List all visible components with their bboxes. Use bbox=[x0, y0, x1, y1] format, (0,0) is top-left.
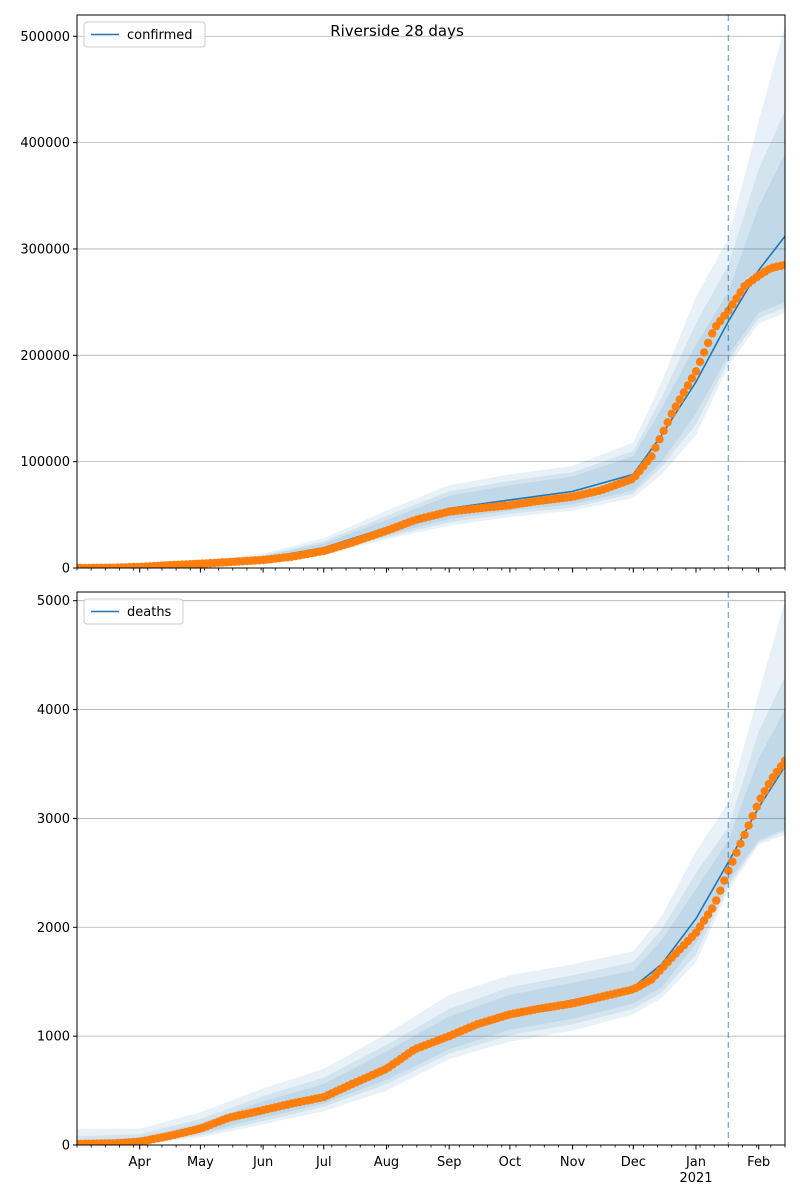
deaths-plot-area bbox=[77, 600, 785, 1145]
confirmed-panel: 0 100000 200000 300000 400000 500000 confirmed bbox=[20, 14, 786, 577]
confirmed-observed-point bbox=[683, 381, 693, 390]
confirmed-observed-point bbox=[708, 329, 717, 338]
deaths-observed-point bbox=[736, 839, 745, 848]
deaths-observed-point bbox=[732, 848, 741, 857]
deaths-observed-point bbox=[703, 910, 713, 919]
deaths-ytick-label: 1000 bbox=[37, 1030, 70, 1045]
confirmed-legend-label: confirmed bbox=[127, 28, 193, 43]
deaths-observed-point bbox=[716, 886, 725, 895]
confirmed-observed-point bbox=[736, 288, 745, 297]
confirmed-observed-point bbox=[663, 418, 672, 427]
confirmed-observed-point bbox=[675, 395, 684, 404]
confirmed-ytick-label: 400000 bbox=[20, 136, 70, 151]
deaths-observed-point bbox=[728, 857, 737, 866]
deaths-observed-point bbox=[756, 794, 765, 803]
confirmed-ytick-label: 300000 bbox=[20, 242, 70, 257]
confirmed-observed-point bbox=[659, 426, 668, 435]
deaths-observed-point bbox=[752, 802, 761, 811]
deaths-ytick-label: 5000 bbox=[37, 594, 70, 609]
deaths-ytick-label: 0 bbox=[62, 1139, 70, 1154]
confirmed-observed-point bbox=[691, 367, 701, 376]
confirmed-observed-point bbox=[699, 348, 709, 357]
confirmed-observed-point bbox=[780, 260, 785, 270]
deaths-uncertainty-band bbox=[77, 600, 785, 1145]
deaths-xtick-label: Jul bbox=[315, 1155, 332, 1170]
deaths-uncertainty-band bbox=[77, 676, 785, 1145]
deaths-xtick-label: Nov bbox=[560, 1155, 586, 1170]
deaths-observed-point bbox=[691, 928, 701, 937]
deaths-observed-point bbox=[708, 904, 717, 913]
confirmed-ytick-label: 200000 bbox=[20, 349, 70, 364]
deaths-xtick-label: May bbox=[187, 1155, 214, 1170]
deaths-observed-point bbox=[760, 787, 769, 796]
confirmed-observed-point bbox=[732, 294, 741, 303]
deaths-legend-box bbox=[83, 598, 184, 625]
deaths-observed-point bbox=[712, 896, 721, 905]
confirmed-legend: confirmed bbox=[83, 21, 206, 48]
confirmed-observed-point bbox=[703, 338, 713, 348]
deaths-xtick-label: Jun bbox=[252, 1155, 273, 1170]
confirmed-observed-point bbox=[647, 452, 656, 461]
confirmed-observed-point bbox=[695, 357, 705, 366]
deaths-xtick-label: Aug bbox=[374, 1155, 399, 1170]
confirmed-legend-box bbox=[83, 21, 206, 48]
deaths-xtick-label: Jan bbox=[685, 1155, 706, 1170]
confirmed-ytick-label: 0 bbox=[62, 562, 70, 577]
confirmed-observed-point bbox=[655, 435, 664, 444]
deaths-ytick-label: 3000 bbox=[37, 812, 70, 827]
deaths-observed-point bbox=[744, 821, 753, 830]
deaths-observed-point bbox=[724, 866, 733, 875]
deaths-panel: 0 1000 2000 3000 4000 5000 Apr May Jun Jul Aug Sep O… bbox=[37, 591, 786, 1186]
confirmed-observed-point bbox=[728, 300, 737, 309]
deaths-legend: deaths bbox=[83, 598, 184, 625]
confirmed-plot-area bbox=[77, 25, 785, 568]
deaths-xtick-label: Feb bbox=[747, 1155, 770, 1170]
deaths-observed-point bbox=[780, 756, 785, 765]
confirmed-observed-point bbox=[651, 443, 660, 452]
deaths-xtick-label: Apr bbox=[128, 1155, 151, 1170]
confirmed-observed-point bbox=[679, 388, 689, 397]
deaths-ytick-label: 2000 bbox=[37, 921, 70, 936]
deaths-observed-point bbox=[764, 779, 773, 789]
deaths-xtick-label: Sep bbox=[437, 1155, 462, 1170]
confirmed-observed-point bbox=[671, 402, 680, 411]
deaths-uncertainty-band bbox=[77, 709, 785, 1145]
confirmed-observed-point bbox=[687, 374, 697, 383]
deaths-legend-label: deaths bbox=[127, 605, 172, 620]
deaths-xtick-label: Oct bbox=[499, 1155, 521, 1170]
confirmed-ytick-label: 100000 bbox=[20, 455, 70, 470]
deaths-observed-point bbox=[748, 811, 757, 821]
deaths-ytick-label: 4000 bbox=[37, 703, 70, 718]
deaths-observed-point bbox=[740, 830, 749, 839]
deaths-observed-point bbox=[695, 922, 705, 931]
confirmed-observed-point bbox=[667, 409, 676, 418]
deaths-xtick-year-label: 2021 bbox=[679, 1171, 712, 1186]
deaths-observed-point bbox=[720, 876, 729, 885]
confirmed-ytick-label: 500000 bbox=[20, 30, 70, 45]
figure-title: Riverside 28 days bbox=[330, 22, 464, 40]
deaths-xtick-label: Dec bbox=[621, 1155, 646, 1170]
deaths-observed-point bbox=[699, 916, 709, 925]
